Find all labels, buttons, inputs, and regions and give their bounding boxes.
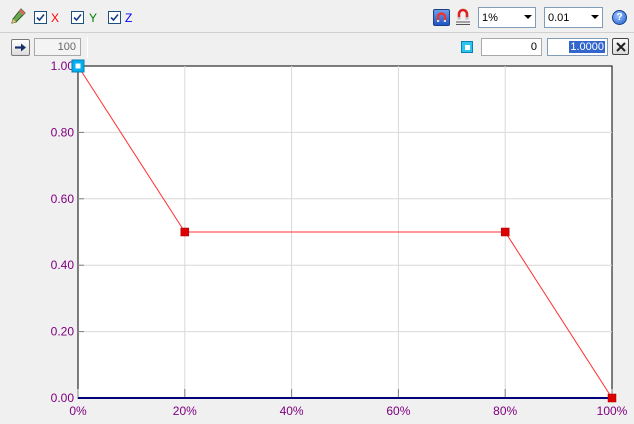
z-axis-checkbox[interactable] bbox=[108, 11, 121, 24]
point-x-value: 0 bbox=[530, 41, 537, 53]
toolbar-separator bbox=[87, 37, 88, 58]
point-x-field[interactable]: 0 bbox=[481, 38, 542, 56]
point-count-value: 100 bbox=[57, 41, 76, 53]
curve-point[interactable] bbox=[500, 227, 510, 237]
y-axis-ticks: 0.00 0.20 0.40 0.60 0.80 1.00 bbox=[51, 59, 84, 405]
selected-point-icon bbox=[461, 41, 473, 53]
y-tick-label: 0.00 bbox=[51, 391, 75, 405]
x-axis-label: X bbox=[51, 11, 60, 25]
grid bbox=[78, 66, 612, 398]
help-icon[interactable]: ? bbox=[612, 10, 627, 25]
arrow-right-icon bbox=[15, 43, 26, 52]
y-tick-label: 1.00 bbox=[51, 59, 75, 73]
point-count-field[interactable]: 100 bbox=[34, 38, 81, 56]
x-tick-label: 40% bbox=[280, 404, 304, 418]
z-axis-label: Z bbox=[125, 11, 133, 25]
curve-point[interactable] bbox=[180, 227, 190, 237]
x-tick-label: 80% bbox=[493, 404, 517, 418]
x-axis-checkbox[interactable] bbox=[34, 11, 47, 24]
close-icon[interactable] bbox=[612, 38, 629, 55]
apply-button[interactable] bbox=[11, 39, 30, 56]
x-axis-ticks: 0% 20% 40% 60% 80% 100% bbox=[69, 389, 628, 418]
y-tick-label: 0.80 bbox=[51, 125, 75, 139]
x-tick-label: 0% bbox=[69, 404, 87, 418]
y-axis-checkbox[interactable] bbox=[71, 11, 84, 24]
step-value: 0.01 bbox=[548, 11, 570, 24]
x-tick-label: 60% bbox=[386, 404, 410, 418]
y-axis-label: Y bbox=[89, 11, 98, 25]
step-combo[interactable]: 0.01 bbox=[544, 7, 603, 28]
curve-chart[interactable]: 0% 20% 40% 60% 80% 100% 0.00 0.20 0.40 0.60 0.80 1… bbox=[0, 59, 634, 424]
point-y-value: 1.0000 bbox=[569, 41, 605, 53]
y-tick-label: 0.20 bbox=[51, 325, 75, 339]
toolbar-divider bbox=[0, 32, 634, 33]
y-tick-label: 0.40 bbox=[51, 258, 75, 272]
x-tick-label: 100% bbox=[597, 404, 628, 418]
point-y-field[interactable]: 1.0000 bbox=[547, 38, 608, 56]
curve-point[interactable] bbox=[607, 393, 617, 403]
snap-percent-combo[interactable]: 1% bbox=[478, 7, 536, 28]
snap-percent-value: 1% bbox=[482, 11, 498, 24]
selected-point-center bbox=[75, 63, 81, 69]
y-tick-label: 0.60 bbox=[51, 192, 75, 206]
x-tick-label: 20% bbox=[173, 404, 197, 418]
pencil-icon[interactable] bbox=[10, 8, 26, 26]
curve-series[interactable] bbox=[71, 59, 617, 403]
magnet-snap-button[interactable] bbox=[433, 9, 450, 26]
curve-line[interactable] bbox=[77, 65, 613, 399]
chevron-down-icon bbox=[591, 15, 599, 19]
chevron-down-icon bbox=[524, 15, 532, 19]
magnet-grid-icon[interactable] bbox=[455, 8, 471, 26]
